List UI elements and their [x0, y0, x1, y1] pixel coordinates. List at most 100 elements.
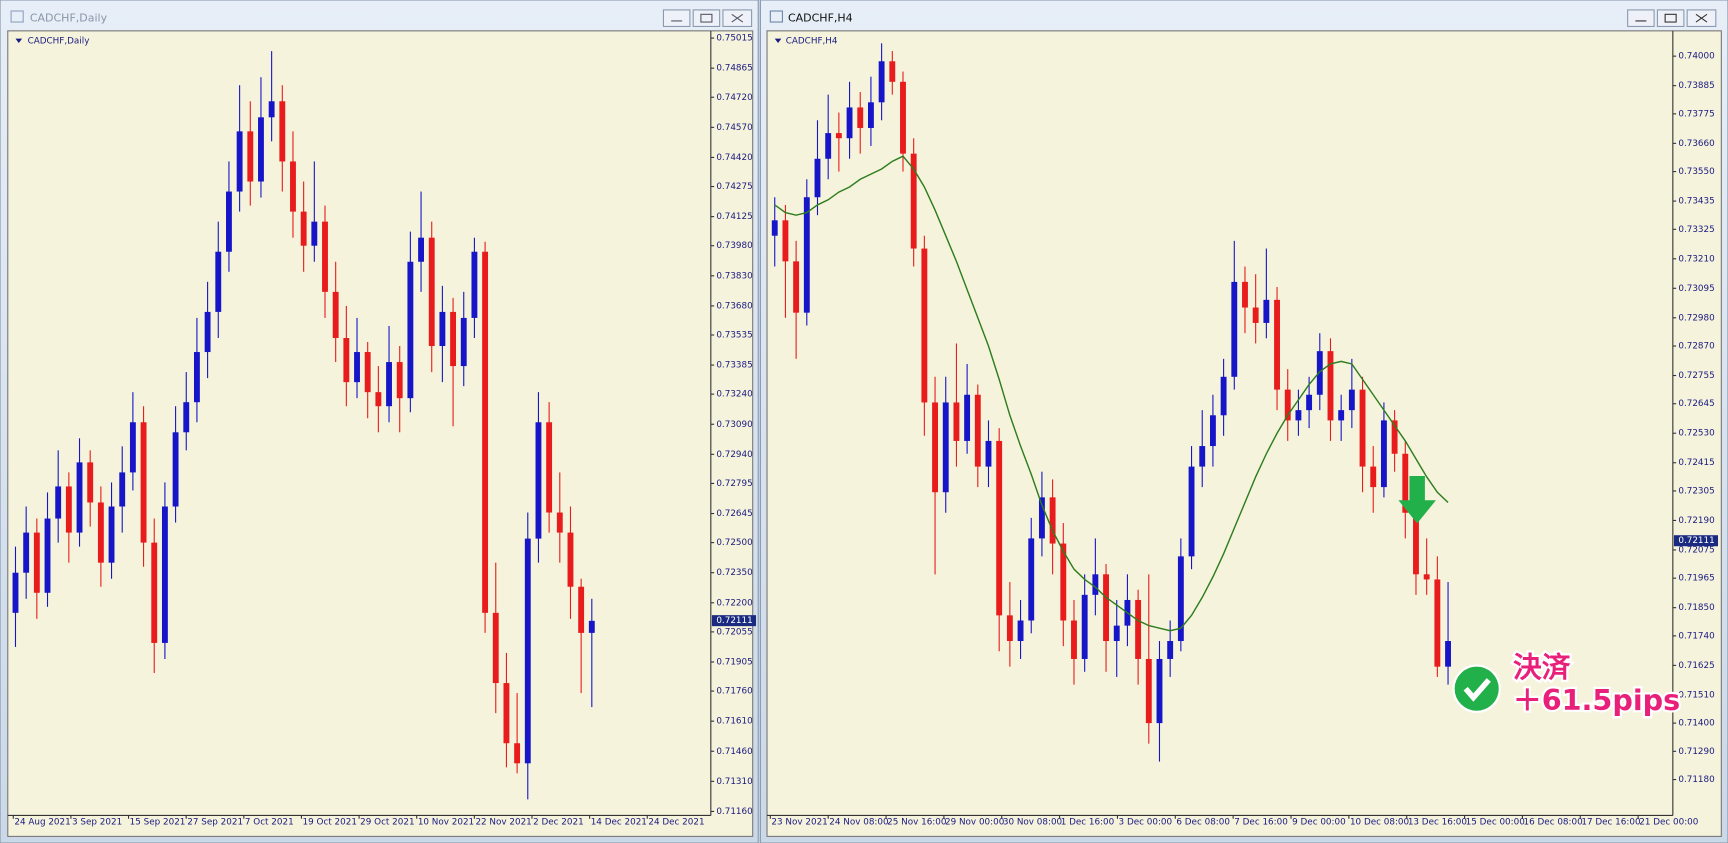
candle-body	[1220, 376, 1227, 416]
candle-body	[1049, 497, 1056, 544]
x-tick-label: 24 Aug 2021	[14, 818, 70, 828]
minimize-button[interactable]	[1627, 9, 1655, 27]
x-tick-label: 1 Dec 16:00	[1061, 818, 1115, 828]
x-tick-label: 10 Dec 08:00	[1350, 818, 1410, 828]
y-tick-label: 0.74000	[1678, 52, 1715, 62]
minimize-button[interactable]	[662, 9, 691, 27]
candle-body	[1028, 538, 1035, 621]
candle-body	[1017, 620, 1024, 642]
y-tick-label: 0.72415	[1678, 458, 1714, 468]
window-buttons[interactable]	[662, 9, 753, 27]
x-tick-label: 22 Nov 2021	[475, 818, 531, 828]
y-tick-label: 0.71760	[716, 687, 753, 697]
candle-body	[460, 317, 467, 367]
candle-body	[900, 81, 906, 154]
x-tick-label: 27 Sep 2021	[187, 818, 243, 828]
maximize-button[interactable]	[1656, 9, 1685, 27]
candle-body	[921, 248, 928, 403]
candle-body	[1231, 281, 1238, 377]
y-tick-label: 0.72350	[716, 568, 753, 578]
candle-body	[1284, 389, 1291, 421]
y-tick-label: 0.74275	[716, 182, 752, 192]
candle-body	[524, 538, 531, 764]
candle-body	[996, 440, 1003, 616]
maximize-button[interactable]	[692, 9, 721, 27]
window-icon	[769, 10, 784, 23]
candle-body	[354, 352, 360, 383]
candle-body	[439, 311, 446, 347]
maximize-glyph	[1664, 13, 1677, 23]
candle-body	[535, 422, 542, 539]
x-tick-label: 3 Dec 00:00	[1119, 818, 1173, 828]
candle-body	[1199, 446, 1206, 467]
y-tick-label: 0.74125	[716, 212, 752, 222]
x-tick-label: 15 Dec 00:00	[1466, 818, 1526, 828]
candle-body	[1060, 543, 1067, 621]
y-tick-label: 0.73435	[1678, 197, 1714, 207]
y-tick-label: 0.73680	[716, 301, 753, 311]
window-buttons[interactable]	[1627, 9, 1717, 27]
x-tick-label: 24 Nov 08:00	[829, 818, 889, 828]
check-circle	[1452, 664, 1501, 713]
current-price-label: 0.72111	[1678, 536, 1714, 546]
candle-body	[1306, 394, 1313, 411]
current-price-box	[1673, 535, 1719, 547]
candle-body	[183, 402, 190, 433]
y-tick-label: 0.74420	[716, 153, 753, 163]
y-tick-label: 0.73210	[1678, 254, 1715, 264]
candle-body	[1242, 281, 1248, 308]
y-tick-label: 0.71460	[716, 747, 753, 757]
annotation-text: ＋61.5pips	[1513, 683, 1680, 717]
y-tick-label: 0.73980	[716, 241, 753, 251]
candle-body	[65, 486, 72, 533]
y-tick-label: 0.72075	[1678, 545, 1714, 555]
y-tick-label: 0.73535	[716, 330, 752, 340]
x-tick-label: 16 Dec 08:00	[1524, 818, 1584, 828]
y-tick-label: 0.71905	[716, 657, 752, 667]
y-tick-label: 0.72500	[716, 538, 753, 548]
candle-body	[450, 311, 457, 367]
candle-body	[814, 158, 821, 198]
maximize-glyph	[700, 13, 713, 23]
candle-body	[471, 251, 478, 318]
y-tick-label: 0.72870	[1678, 342, 1715, 352]
candle-body	[1402, 453, 1409, 513]
x-tick-label: 3 Sep 2021	[72, 818, 122, 828]
candle-body	[279, 101, 286, 162]
x-tick-label: 24 Dec 2021	[648, 818, 704, 828]
candle-body	[985, 440, 992, 467]
candle-body	[492, 612, 499, 684]
candle-body	[964, 394, 971, 441]
annotation: 決済 ＋61.5pips	[1398, 476, 1682, 719]
candle-body	[140, 422, 147, 543]
y-tick-label: 0.73550	[1678, 167, 1715, 177]
candle-body	[1252, 307, 1259, 323]
candle-body	[942, 402, 949, 493]
candle-body	[1103, 574, 1109, 642]
y-tick-label: 0.73775	[1678, 109, 1714, 119]
candle-body	[503, 683, 510, 744]
candle-body	[1413, 512, 1419, 575]
candle-body	[1327, 351, 1334, 421]
x-tick-label: 14 Dec 2021	[591, 818, 647, 828]
candle-body	[1209, 415, 1216, 447]
menu-triangle[interactable]	[774, 38, 782, 43]
candle-body	[386, 362, 392, 407]
candle-body	[396, 362, 403, 399]
candle-body	[268, 101, 275, 118]
candle-body	[87, 462, 94, 503]
x-tick-label: 15 Sep 2021	[130, 818, 186, 828]
candle-body	[846, 107, 853, 139]
close-glyph	[1695, 13, 1708, 23]
candle-body	[932, 402, 938, 493]
candle-body	[1113, 625, 1120, 642]
y-tick-label: 0.73385	[716, 361, 752, 371]
menu-triangle[interactable]	[15, 38, 23, 43]
y-tick-label: 0.72530	[1678, 429, 1715, 439]
candle-body	[129, 422, 136, 473]
candle-body	[193, 352, 200, 403]
candle-body	[578, 586, 585, 633]
candle-body	[215, 251, 222, 312]
candle-body	[1038, 497, 1045, 539]
candle-body	[151, 542, 158, 643]
